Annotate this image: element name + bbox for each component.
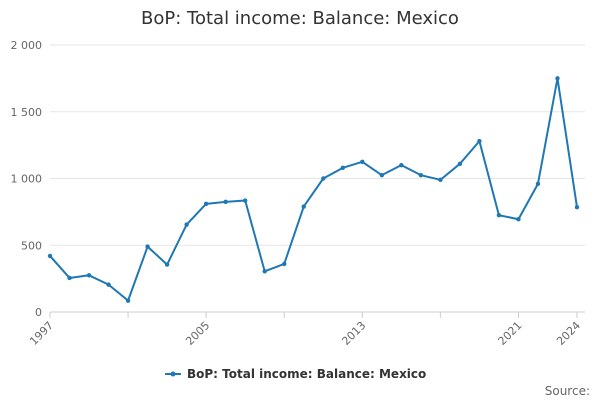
data-point[interactable] (535, 181, 541, 187)
x-tick-label: 2005 (183, 319, 212, 348)
data-point[interactable] (47, 253, 53, 259)
series-layer (47, 76, 580, 303)
data-point[interactable] (67, 275, 72, 281)
legend-label: BoP: Total income: Balance: Mexico (187, 367, 426, 381)
data-point[interactable] (399, 162, 404, 168)
data-point[interactable] (438, 177, 443, 183)
data-point[interactable] (145, 244, 150, 249)
y-tick-label: 1 000 (11, 173, 43, 186)
data-point[interactable] (242, 198, 248, 203)
data-point[interactable] (262, 269, 267, 274)
x-tick-label: 2021 (496, 319, 525, 348)
source-label: Source: (545, 384, 590, 398)
data-point[interactable] (301, 204, 306, 209)
data-point[interactable] (203, 201, 209, 207)
series-line (49, 77, 578, 302)
data-point[interactable] (418, 172, 424, 178)
data-point[interactable] (516, 217, 521, 222)
data-point[interactable] (360, 159, 365, 165)
data-point[interactable] (555, 76, 560, 81)
legend[interactable]: BoP: Total income: Balance: Mexico (165, 367, 426, 381)
legend-marker (170, 371, 176, 377)
chart-title: BoP: Total income: Balance: Mexico (141, 8, 459, 29)
data-point[interactable] (125, 298, 131, 303)
y-tick-label: 0 (35, 306, 42, 319)
x-tick-label: 2024 (554, 319, 583, 348)
y-tick-label: 500 (21, 239, 42, 252)
grid-layer (50, 44, 585, 246)
y-tick-label: 1 500 (11, 106, 43, 119)
data-point[interactable] (223, 199, 228, 205)
data-point[interactable] (86, 273, 92, 278)
axis-layer: 0 500 1 000 1 500 2 000 1997 2005 2013 2021 2024 (11, 39, 585, 348)
data-point[interactable] (282, 261, 287, 267)
data-point[interactable] (184, 222, 189, 227)
data-point[interactable] (106, 282, 111, 287)
data-point[interactable] (340, 165, 345, 171)
y-tick-label: 2 000 (11, 39, 43, 52)
data-point[interactable] (457, 161, 463, 167)
data-point[interactable] (477, 138, 482, 144)
x-tick-label: 2013 (339, 319, 368, 348)
data-point[interactable] (574, 205, 580, 210)
data-point[interactable] (321, 176, 326, 181)
data-point[interactable] (164, 262, 170, 267)
data-point[interactable] (379, 172, 385, 178)
x-tick-label: 1997 (27, 319, 56, 348)
data-point[interactable] (496, 213, 502, 218)
